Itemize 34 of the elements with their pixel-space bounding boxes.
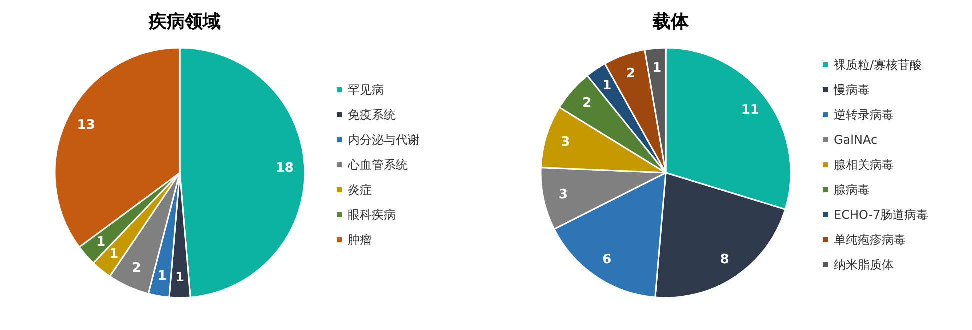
data-label: 11 (741, 103, 760, 118)
legend-label: 免疫系统 (348, 108, 396, 122)
data-label: 2 (626, 66, 636, 82)
legend-label: 眼科疾病 (348, 208, 396, 222)
data-label: 3 (558, 188, 568, 203)
data-label: 3 (561, 134, 570, 150)
data-label: 8 (720, 252, 730, 268)
chart-title: 疾病领域 (148, 12, 221, 32)
data-label: 6 (602, 252, 612, 268)
data-label: 13 (77, 118, 96, 134)
legend-label: 心血管系统 (347, 158, 408, 172)
data-label: 1 (110, 247, 119, 262)
legend-label: 慢病毒 (833, 83, 870, 97)
data-label: 1 (652, 60, 662, 76)
legend-label: GalNAc (834, 133, 878, 147)
legend-label: 腺病毒 (834, 183, 870, 197)
legend-label: 纳米脂质体 (834, 258, 894, 272)
data-label: 2 (132, 261, 142, 276)
data-label: 1 (602, 78, 612, 94)
data-label: 1 (96, 234, 106, 250)
data-label: 18 (276, 161, 294, 176)
legend-label: 逆转录病毒 (834, 108, 894, 122)
data-label: 2 (582, 96, 592, 112)
legend-label: 罕见病 (348, 83, 384, 97)
legend-label: 单纯疱疹病毒 (834, 233, 906, 247)
data-label: 1 (158, 268, 167, 284)
legend-label: 肿瘤 (348, 233, 372, 247)
data-label: 1 (175, 270, 185, 286)
legend-label: 内分泌与代谢 (348, 133, 420, 147)
legend-label: 腺相关病毒 (834, 158, 894, 172)
chart-title: 载体 (652, 12, 690, 32)
legend-label: 裸质粒/寡核苷酸 (834, 58, 922, 72)
legend-label: ECHO-7肠道病毒 (834, 208, 929, 222)
legend-label: 炎症 (348, 183, 372, 197)
